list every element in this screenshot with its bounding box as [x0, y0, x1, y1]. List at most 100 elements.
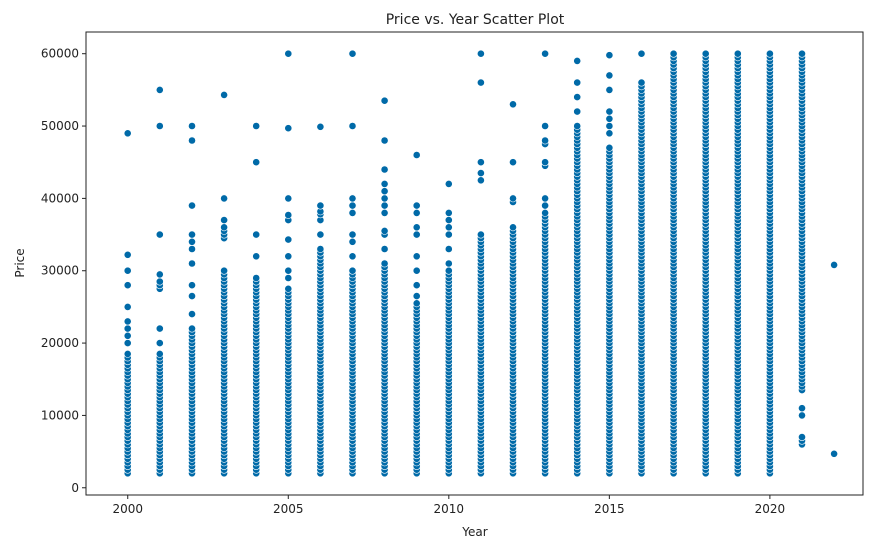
data-point	[348, 194, 357, 203]
data-point	[284, 235, 293, 244]
data-point	[444, 208, 453, 217]
data-point	[155, 122, 164, 130]
data-point	[284, 194, 293, 203]
chart-title: Price vs. Year Scatter Plot	[386, 12, 565, 28]
data-point	[412, 252, 421, 261]
data-point	[252, 252, 261, 261]
data-point	[252, 274, 261, 282]
data-point	[123, 266, 132, 275]
data-point	[476, 49, 485, 58]
data-point	[252, 158, 261, 167]
y-tick-label: 40000	[41, 191, 79, 205]
data-point	[188, 292, 196, 300]
data-point	[476, 230, 485, 239]
y-axis-ticks: 0 10000 20000 30000 40000 50000 60000	[41, 47, 86, 495]
data-point	[348, 122, 357, 130]
data-point	[155, 349, 164, 358]
data-point	[605, 129, 614, 138]
plot-area	[85, 31, 864, 496]
data-point	[541, 201, 549, 210]
data-point	[605, 114, 614, 123]
data-point	[284, 274, 293, 282]
data-point	[541, 136, 549, 145]
data-point	[605, 71, 614, 80]
data-point	[605, 51, 614, 60]
data-point	[123, 324, 132, 333]
data-point	[380, 136, 389, 145]
data-point	[284, 124, 293, 133]
data-point	[509, 223, 517, 232]
data-point	[444, 216, 453, 224]
data-point	[412, 230, 421, 239]
data-point	[316, 201, 325, 210]
data-point	[444, 266, 453, 275]
data-point	[541, 49, 549, 58]
data-point	[412, 299, 421, 308]
data-point	[348, 230, 357, 239]
x-tick-label: 2015	[594, 502, 625, 516]
data-point	[220, 194, 228, 203]
data-point	[123, 349, 132, 358]
data-point	[476, 78, 485, 87]
data-point	[573, 57, 582, 65]
y-tick-label: 0	[71, 481, 79, 495]
data-point	[348, 201, 357, 210]
data-point	[348, 208, 357, 217]
x-tick-label: 2020	[755, 502, 786, 516]
data-point	[252, 122, 261, 130]
data-point	[412, 151, 421, 159]
data-point	[476, 158, 485, 167]
data-point	[123, 129, 132, 138]
data-point	[220, 223, 228, 232]
data-point	[573, 122, 582, 130]
data-point	[541, 194, 549, 203]
data-point	[830, 260, 838, 269]
data-point	[637, 78, 646, 87]
y-tick-label: 20000	[41, 336, 79, 350]
data-point	[155, 270, 164, 279]
data-point	[412, 208, 421, 217]
scatter-points	[123, 49, 838, 478]
y-tick-label: 50000	[41, 119, 79, 133]
x-tick-label: 2005	[273, 502, 304, 516]
data-point	[380, 208, 389, 217]
data-point	[412, 266, 421, 275]
data-point	[444, 179, 453, 188]
y-axis-label: Price	[13, 248, 27, 277]
data-point	[220, 216, 228, 224]
x-axis-label: Year	[461, 525, 487, 539]
data-point	[541, 122, 549, 130]
data-point	[188, 259, 196, 268]
data-point	[188, 136, 196, 145]
data-point	[155, 277, 164, 286]
data-point	[605, 107, 614, 116]
data-point	[444, 223, 453, 232]
data-point	[284, 266, 293, 275]
data-point	[188, 122, 196, 130]
data-point	[412, 223, 421, 232]
data-point	[188, 201, 196, 210]
data-point	[380, 187, 389, 196]
data-point	[380, 194, 389, 203]
data-point	[637, 49, 646, 58]
data-point	[284, 211, 293, 219]
data-point	[284, 252, 293, 261]
data-point	[188, 324, 196, 333]
data-point	[509, 194, 517, 203]
data-point	[123, 250, 132, 259]
data-point	[380, 245, 389, 253]
data-point	[509, 100, 517, 109]
data-point	[798, 433, 806, 441]
data-point	[509, 158, 517, 167]
data-point	[573, 93, 582, 101]
y-tick-label: 10000	[41, 408, 79, 422]
data-point	[155, 324, 164, 333]
data-point	[701, 49, 710, 58]
data-point	[380, 226, 389, 235]
data-point	[348, 252, 357, 261]
data-point	[380, 201, 389, 210]
data-point	[605, 143, 614, 152]
data-point	[348, 266, 357, 275]
data-point	[380, 165, 389, 174]
